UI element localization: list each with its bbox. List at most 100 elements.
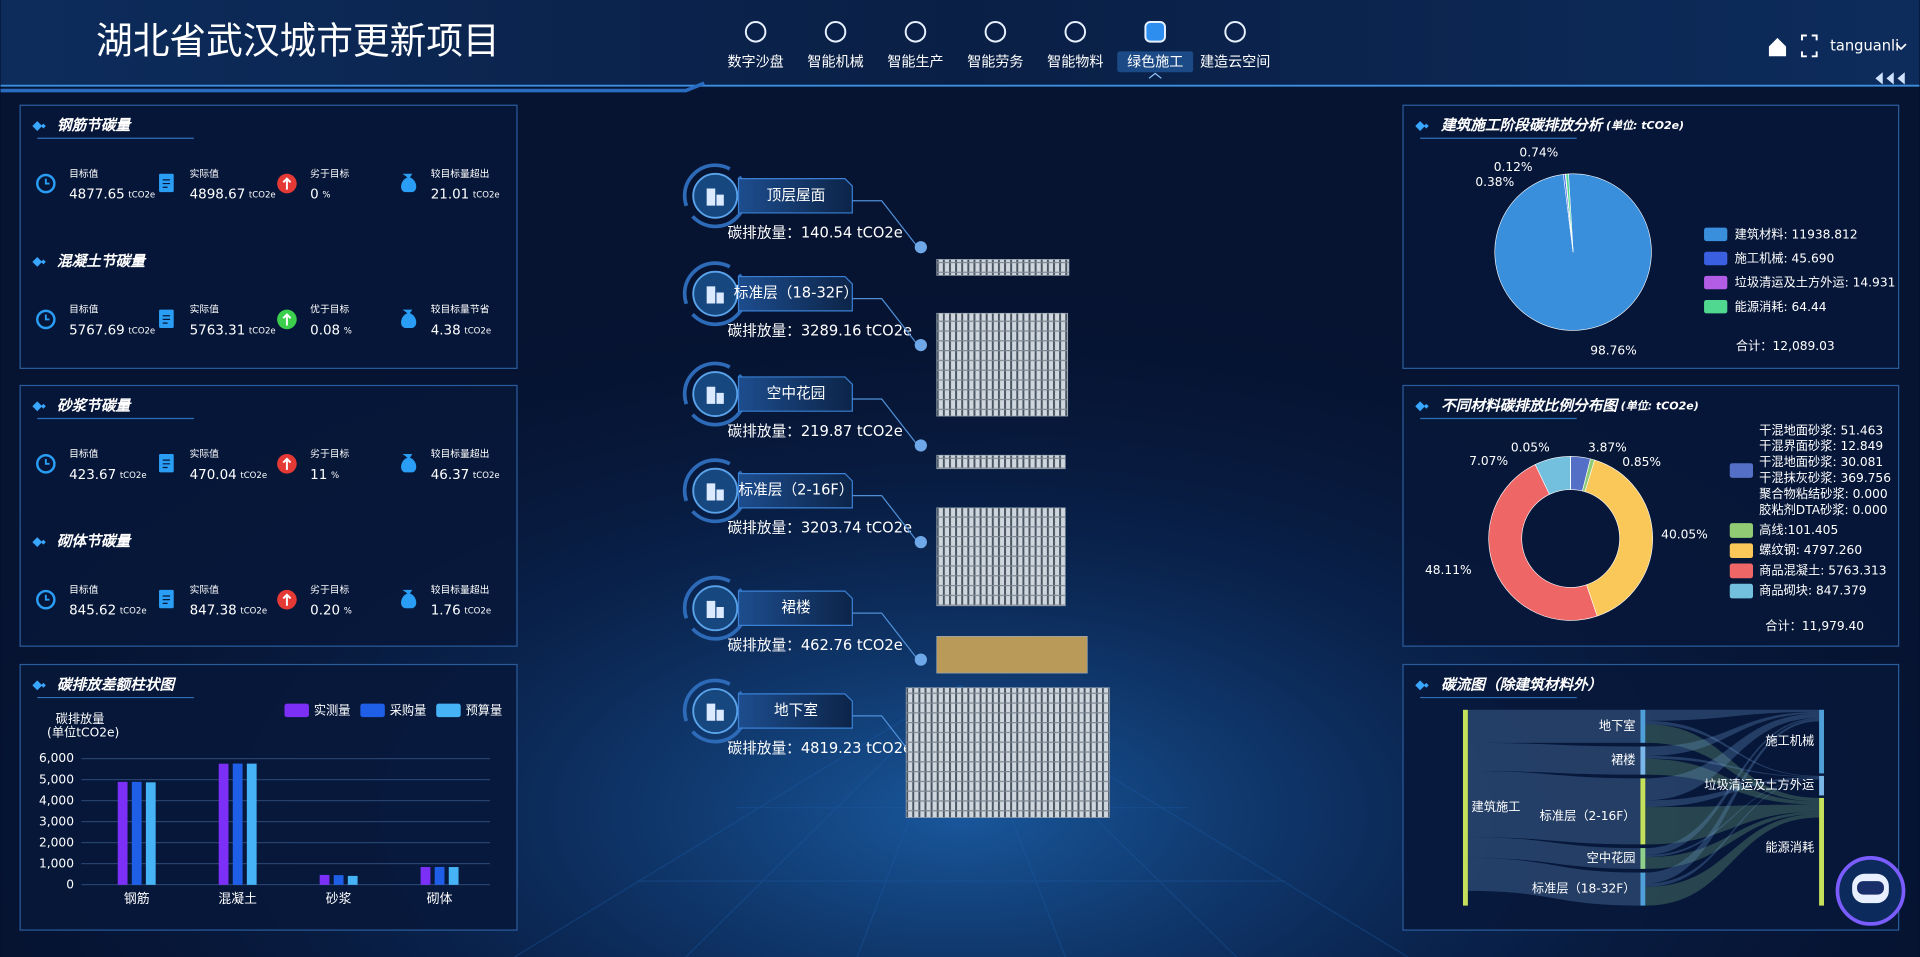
title-icon [32,537,46,548]
clock-icon [36,454,56,474]
stat-unit: tCO2e [120,470,147,480]
legend-label: 实测量 [314,703,351,718]
sankey-node [1640,709,1646,743]
flow [1645,709,1820,721]
nav-label: 智能生产 [887,54,943,70]
nav-item[interactable]: 数字沙盘 [728,21,784,70]
building-name: 空中花园 [767,385,826,402]
building-name: 裙楼 [781,599,811,616]
page-title: 湖北省武汉城市更新项目 [96,19,500,62]
nav-icon[interactable] [984,21,1007,43]
clock-icon [36,309,56,330]
nav-icon[interactable] [1224,21,1246,43]
connector-dot [914,241,927,254]
connector [852,715,917,761]
stat-value: 470.04 tCO2e [190,468,267,483]
legend-label: 胶粘剂DTA砂浆: 0.000 [1759,502,1887,517]
stat-unit: tCO2e [249,190,276,200]
stat-value: 11% [310,468,339,483]
building-name: 标准层（18-32F） [734,285,858,302]
nav-item[interactable]: 智能劳务 [967,21,1023,70]
stat-label: 实际值 [190,447,220,460]
money-bag-icon [401,173,417,193]
slice-label: 0.38% [1475,175,1514,189]
nav-active-bg[interactable] [1117,51,1194,73]
legend-label: 干混抹灰砂浆: 369.756 [1759,470,1891,485]
fullscreen-icon[interactable] [1800,34,1818,58]
user-menu-chevron[interactable] [1895,43,1907,51]
sankey-node [1640,872,1646,906]
flow [1645,719,1820,884]
sankey-label: 能源消耗 [1765,841,1814,855]
title-icon [1415,401,1429,412]
name-tag [737,693,853,729]
y-axis-label: (单位tCO2e) [47,725,119,740]
stat-number: 0.08 [310,323,340,338]
slice [1488,464,1598,621]
home-icon[interactable] [1768,37,1787,57]
chart-title: 建筑施工阶段碳排放分析 (单位: tCO2e) [1440,117,1684,134]
nav-label: 数字沙盘 [728,53,784,70]
building-emission: 碳排放量：219.87 tCO2e [727,423,902,440]
sankey-node [1462,709,1468,906]
nav-item[interactable]: 智能机械 [807,21,864,70]
stat-value: 847.38 tCO2e [190,604,267,619]
stat-label: 目标值 [69,583,99,596]
panel [1402,663,1900,931]
assistant-visor[interactable] [1857,881,1884,895]
legend-label: 建筑材料: 11938.812 [1735,226,1858,241]
chart-title: 碳流图（除建筑材料外） [1441,676,1602,693]
building-name: 地下室 [774,702,818,719]
legend-swatch [1729,563,1754,579]
sankey-label: 裙楼 [1611,752,1635,767]
stat-number: 11 [310,468,327,483]
panel [1402,104,1900,369]
stat-unit: % [344,606,352,616]
connector-dot [914,536,927,549]
stat-unit: tCO2e [464,326,491,336]
user-name[interactable]: tanguanli [1830,38,1899,55]
stat-value: 423.67 tCO2e [69,468,146,483]
nav-icon[interactable] [1144,21,1166,43]
slice-label: 7.07% [1469,454,1508,468]
x-tick-label: 钢筋 [124,891,150,907]
stat-unit: tCO2e [240,470,267,480]
y-tick-label: 6,000 [39,751,74,765]
connector-dot [914,439,927,452]
nav-icon[interactable] [744,21,767,43]
nav-item[interactable]: 建造云空间 [1200,21,1270,70]
legend-label: 高线:101.405 [1759,522,1838,537]
legend-swatch [1704,299,1728,314]
title-icon [32,401,46,412]
nav-item[interactable]: 绿色施工 [1117,21,1194,79]
name-tag [737,376,853,412]
building-model [936,507,1066,607]
legend-label: 聚合物粘结砂浆: 0.000 [1759,486,1888,501]
stat-label: 目标值 [69,167,99,180]
bar [448,867,459,885]
nav-icon[interactable] [824,21,847,43]
flow [1645,724,1820,802]
connector [852,612,917,658]
document-lines [162,459,171,469]
building-icon [706,483,724,501]
legend-label: 商品混凝土: 5763.313 [1759,562,1886,577]
flow [1645,713,1820,801]
title-unit: (单位: tCO2e) [1621,399,1699,412]
section-title: 砂浆节碳量 [57,397,133,414]
document-lines [162,179,171,188]
nav-item[interactable]: 智能物料 [1047,21,1103,70]
nav-icon[interactable] [1064,21,1087,43]
sankey-node [1640,746,1646,775]
building-name: 顶层屋面 [767,187,826,204]
nav-item[interactable]: 智能生产 [887,21,944,70]
connector [852,495,917,541]
chart-title: 不同材料碳排放比例分布图 (单位: tCO2e) [1441,397,1699,414]
nav-active-caret[interactable] [1148,72,1162,79]
bar [117,781,128,885]
stat-number: 21.01 [431,188,470,203]
nav-icon[interactable] [904,21,927,43]
